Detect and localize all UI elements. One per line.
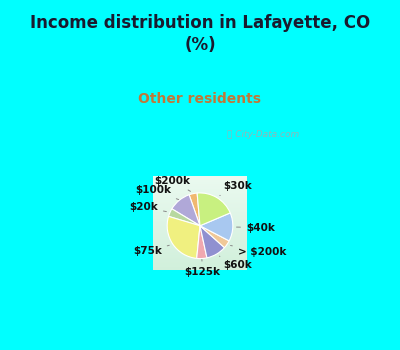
Wedge shape bbox=[197, 193, 230, 226]
Text: $40k: $40k bbox=[236, 223, 275, 232]
Text: > $200k: > $200k bbox=[230, 245, 286, 257]
Text: Income distribution in Lafayette, CO
(%): Income distribution in Lafayette, CO (%) bbox=[30, 14, 370, 54]
Text: $100k: $100k bbox=[135, 185, 179, 199]
Wedge shape bbox=[167, 216, 200, 258]
Wedge shape bbox=[172, 195, 200, 226]
Wedge shape bbox=[189, 193, 200, 226]
Text: $60k: $60k bbox=[220, 256, 252, 271]
Wedge shape bbox=[200, 213, 233, 241]
Text: $20k: $20k bbox=[129, 202, 166, 212]
Wedge shape bbox=[200, 226, 224, 258]
Text: $125k: $125k bbox=[184, 259, 220, 277]
Wedge shape bbox=[200, 226, 229, 248]
Text: Other residents: Other residents bbox=[138, 92, 262, 106]
Text: $30k: $30k bbox=[220, 181, 252, 196]
Wedge shape bbox=[197, 226, 207, 259]
Text: ⓘ City-Data.com: ⓘ City-Data.com bbox=[227, 130, 300, 139]
Wedge shape bbox=[168, 209, 200, 226]
Text: $200k: $200k bbox=[154, 176, 190, 191]
Text: $75k: $75k bbox=[133, 245, 169, 256]
